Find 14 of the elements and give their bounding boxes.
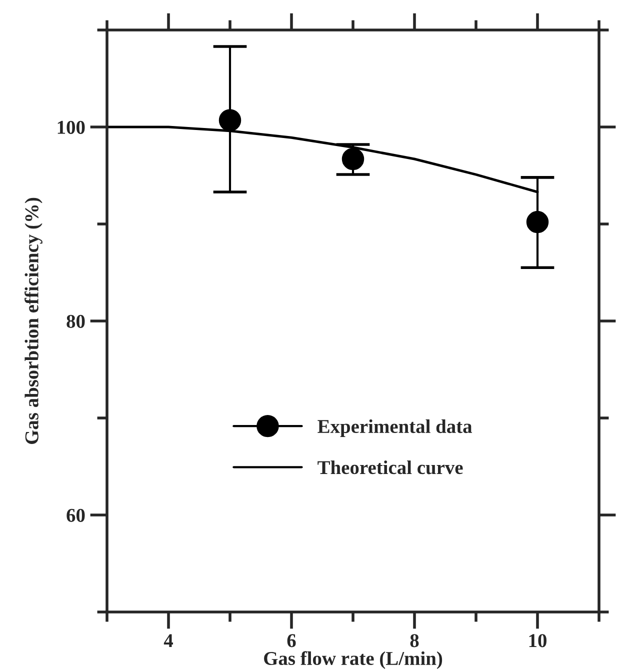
y-tick-label: 60 [66, 508, 85, 522]
y-tick-label: 100 [58, 120, 85, 134]
y-axis-title: Gas absorbtion efficiency (%) [24, 198, 42, 444]
x-tick-label: 4 [164, 634, 173, 648]
x-tick-label: 6 [287, 634, 296, 648]
x-axis-title: Gas flow rate (L/min) [264, 651, 442, 669]
legend-label: Theoretical curve [318, 460, 463, 474]
point [342, 148, 364, 170]
point [526, 210, 549, 234]
x-tick-label: 8 [410, 634, 419, 648]
point [218, 109, 242, 132]
x-tick-label: 10 [529, 634, 546, 648]
legend-label: Experimental data [318, 419, 472, 438]
y-tick-label: 80 [66, 314, 85, 328]
